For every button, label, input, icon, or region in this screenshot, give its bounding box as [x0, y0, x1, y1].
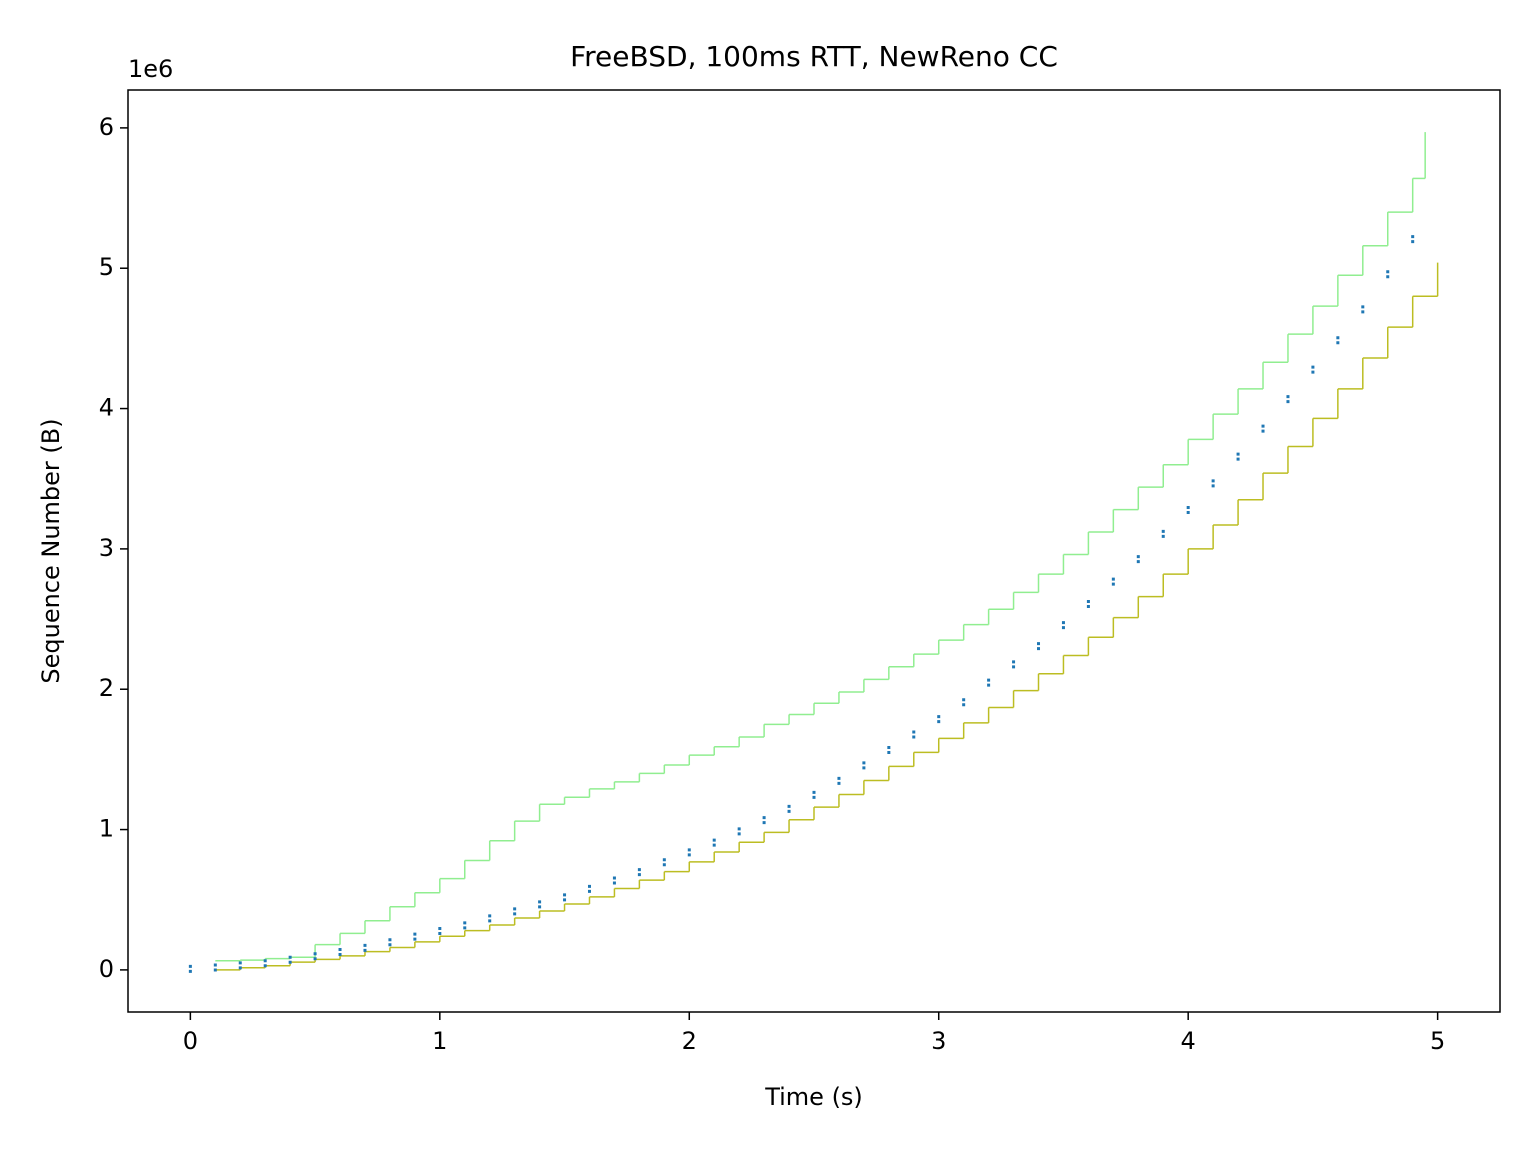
plot-frame [127, 89, 1501, 1013]
y-tick-label: 3 [99, 534, 114, 562]
x-tick-label: 2 [682, 1027, 697, 1055]
y-tick-label: 4 [99, 394, 114, 422]
x-tick-label: 1 [432, 1027, 447, 1055]
y-tick-label: 1 [99, 815, 114, 843]
y-tick-label: 0 [99, 955, 114, 983]
x-tick-label: 3 [931, 1027, 946, 1055]
x-axis-label: Time (s) [764, 1083, 863, 1111]
chart-title: FreeBSD, 100ms RTT, NewReno CC [570, 40, 1058, 73]
x-tick-label: 0 [183, 1027, 198, 1055]
y-offset-label: 1e6 [128, 55, 173, 83]
x-tick-label: 4 [1181, 1027, 1196, 1055]
y-axis-label: Sequence Number (B) [37, 418, 65, 683]
y-tick-label: 5 [99, 253, 114, 281]
x-tick-label: 5 [1430, 1027, 1445, 1055]
y-tick-label: 2 [99, 674, 114, 702]
y-tick-label: 6 [99, 113, 114, 141]
